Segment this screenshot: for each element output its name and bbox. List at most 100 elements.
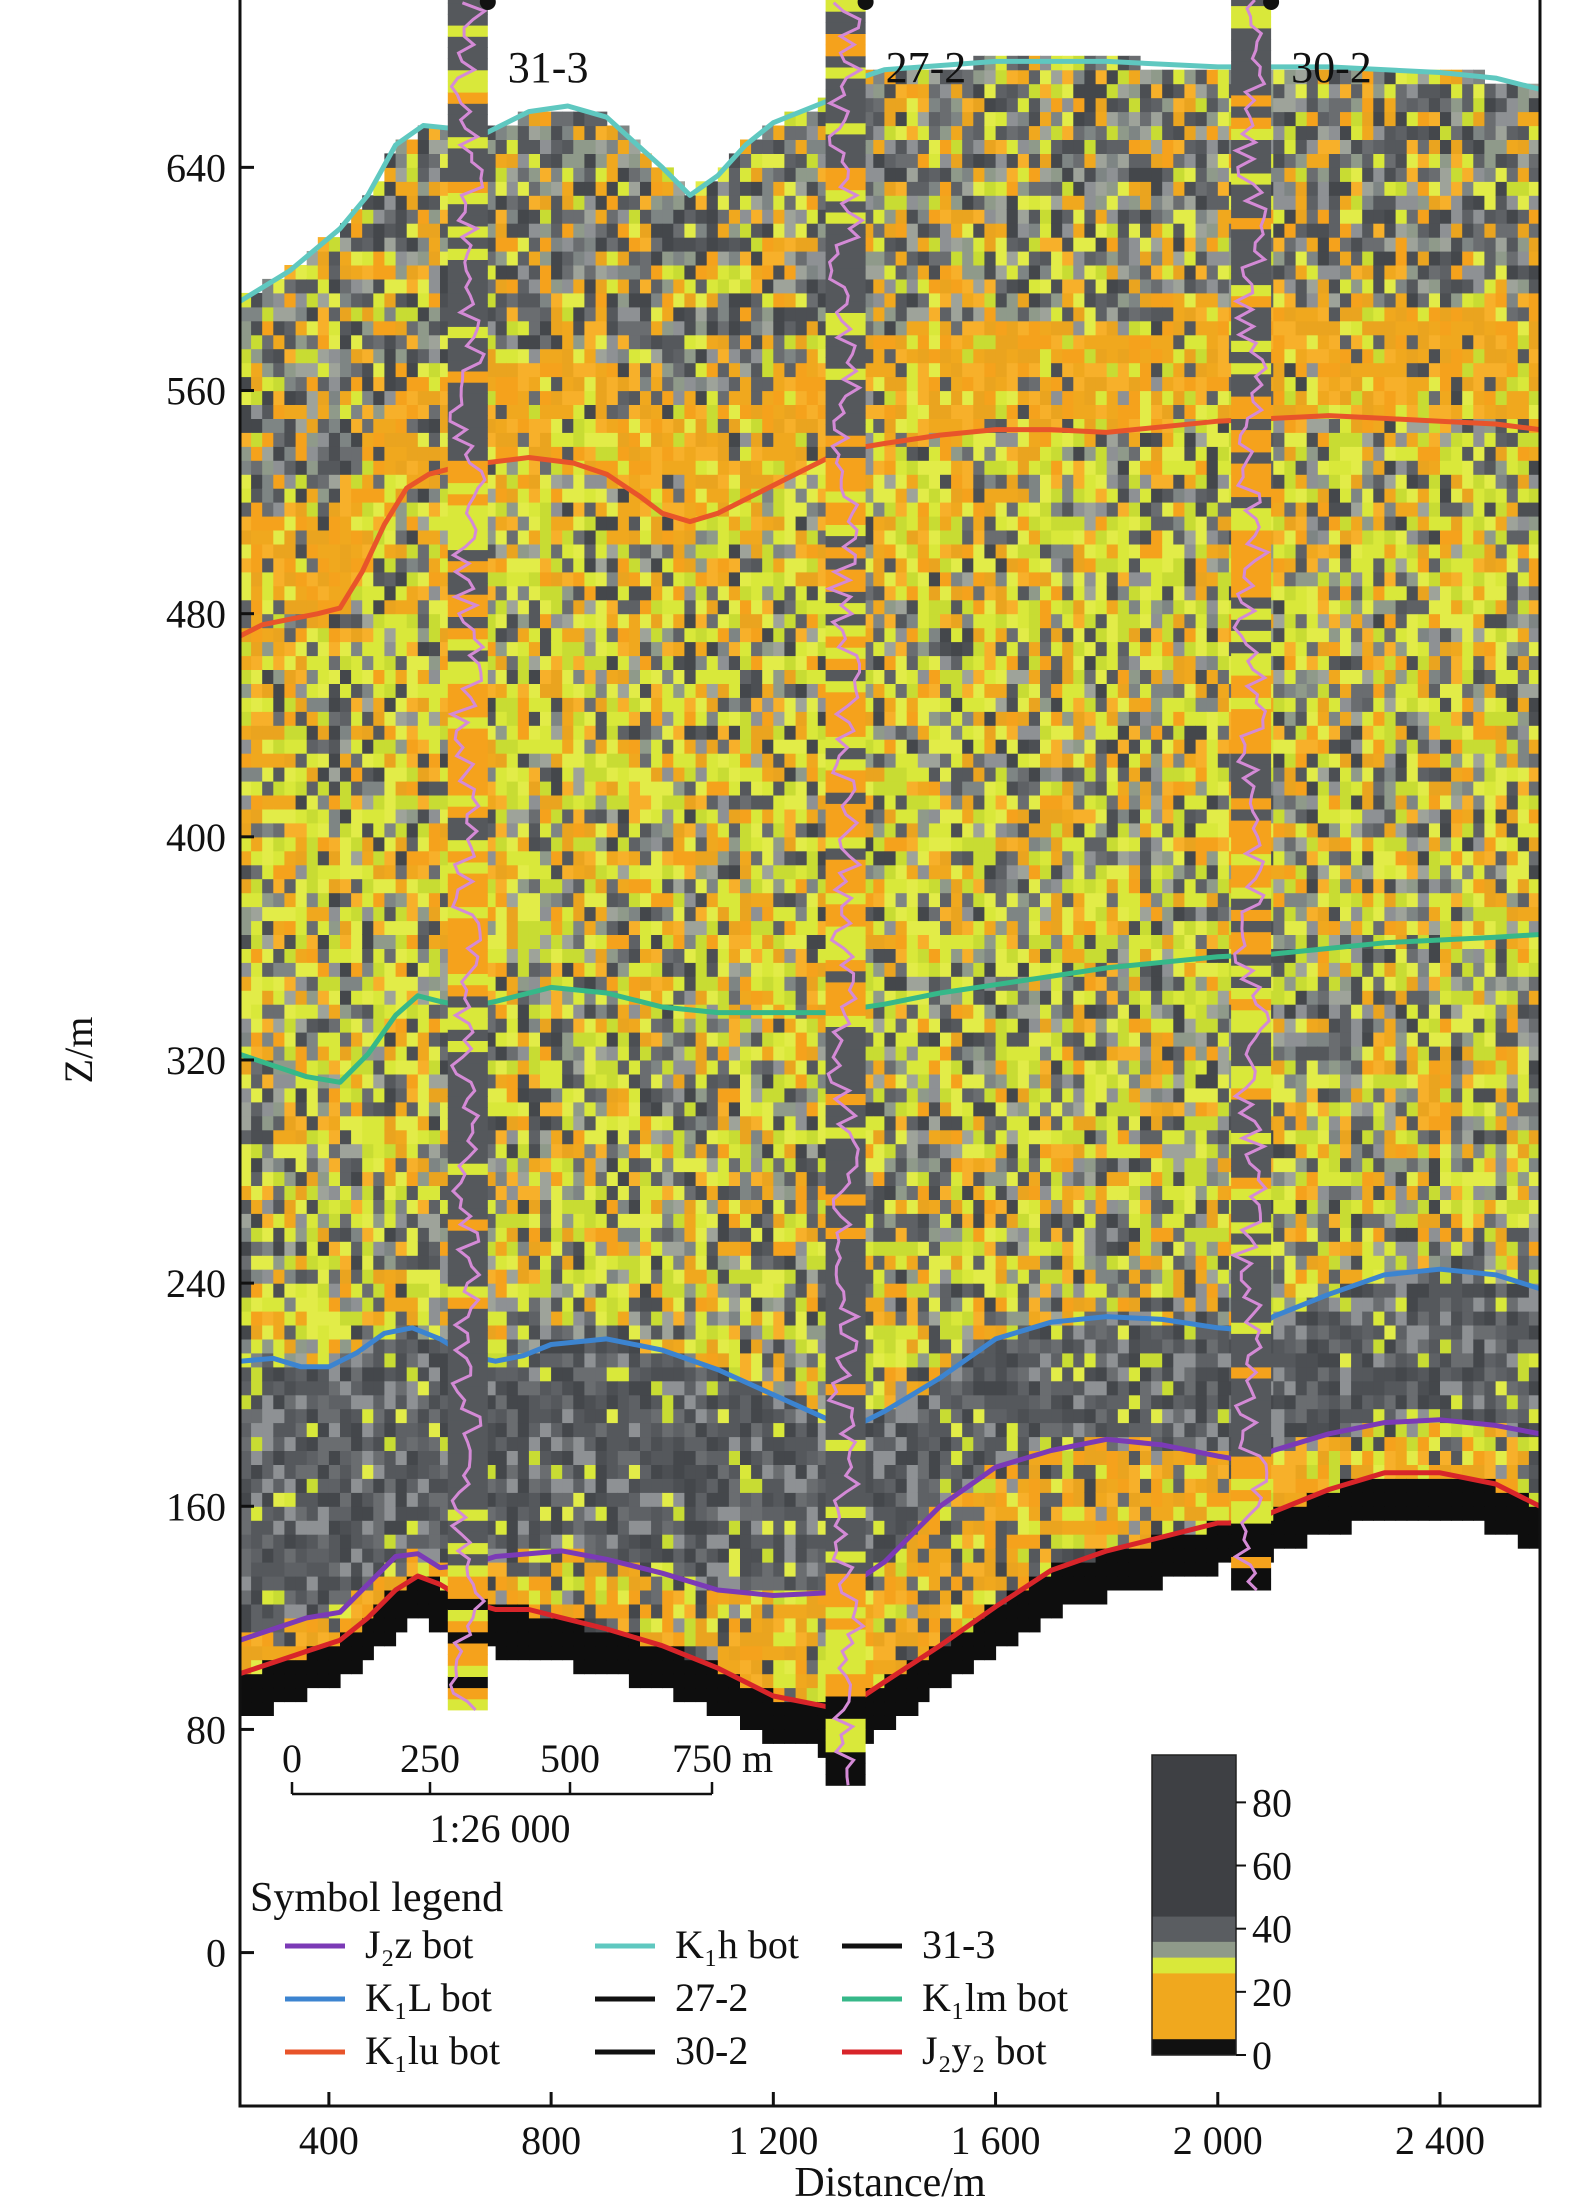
section-cell: [662, 1046, 674, 1061]
section-cell: [662, 1171, 674, 1186]
section-cell: [406, 1492, 419, 1507]
section-cell: [628, 1534, 641, 1549]
section-cell: [673, 1269, 685, 1284]
section-cell: [706, 1590, 719, 1605]
section-cell: [495, 1506, 508, 1521]
section-cell: [628, 892, 641, 908]
section-cell: [717, 1311, 730, 1326]
section-cell: [662, 585, 674, 601]
section-cell: [362, 1157, 374, 1173]
section-cell: [684, 711, 697, 726]
section-cell: [428, 1617, 441, 1633]
section-cell: [517, 320, 530, 336]
section-cell: [573, 1311, 585, 1326]
section-cell: [584, 502, 597, 517]
section-cell: [340, 795, 352, 810]
section-cell: [528, 1394, 541, 1410]
section-cell: [617, 767, 630, 782]
section-cell: [673, 585, 685, 601]
section-cell: [273, 516, 285, 531]
section-cell: [717, 1520, 730, 1535]
section-cell: [584, 320, 597, 336]
section-cell: [662, 181, 674, 196]
section-cell: [284, 557, 297, 573]
section-cell: [573, 334, 585, 350]
section-cell: [506, 1394, 519, 1410]
section-cell: [662, 934, 674, 949]
section-cell: [606, 1115, 619, 1131]
section-cell: [573, 1101, 585, 1117]
section-cell: [551, 627, 563, 643]
section-cell: [640, 1143, 652, 1159]
section-cell: [506, 376, 519, 392]
section-cell: [695, 320, 708, 336]
section-cell: [295, 1352, 308, 1368]
section-cell: [262, 962, 274, 977]
section-cell: [340, 1297, 352, 1312]
section-cell: [728, 488, 741, 503]
section-cell: [428, 223, 441, 238]
section-cell: [528, 836, 541, 852]
section-cell: [651, 822, 663, 838]
section-cell: [295, 655, 308, 670]
section-cell: [406, 1185, 419, 1200]
section-cell: [606, 418, 619, 433]
section-cell: [673, 1283, 685, 1298]
section-cell: [517, 892, 530, 908]
section-cell: [595, 237, 608, 252]
section-cell: [573, 1478, 585, 1493]
section-cell: [573, 1227, 585, 1242]
section-cell: [495, 1087, 508, 1103]
section-cell: [440, 1171, 452, 1186]
section-cell: [540, 516, 552, 531]
section-cell: [362, 613, 374, 629]
section-cell: [495, 1269, 508, 1284]
section-cell: [440, 1520, 452, 1535]
section-cell: [551, 655, 563, 670]
section-cell: [417, 418, 430, 433]
section-cell: [728, 948, 741, 963]
section-cell: [240, 962, 252, 977]
section-cell: [528, 683, 541, 698]
section-cell: [417, 1590, 430, 1605]
section-cell: [273, 1366, 285, 1382]
section-cell: [362, 1436, 374, 1451]
section-cell: [406, 892, 419, 908]
section-cell: [662, 460, 674, 475]
section-cell: [651, 1422, 663, 1438]
section-cell: [662, 1157, 674, 1173]
section-cell: [328, 1659, 341, 1675]
section-cell: [651, 1311, 663, 1326]
section-cell: [428, 781, 441, 796]
section-cell: [562, 418, 574, 433]
section-cell: [728, 1352, 741, 1368]
section-cell: [484, 530, 497, 545]
section-cell: [628, 278, 641, 294]
section-cell: [695, 1227, 708, 1242]
section-cell: [384, 1562, 397, 1577]
section-cell: [484, 1394, 497, 1410]
section-cell: [740, 1408, 752, 1424]
section-cell: [351, 948, 363, 963]
section-cell: [728, 1046, 741, 1061]
section-cell: [428, 920, 441, 935]
section-cell: [540, 725, 552, 740]
section-cell: [528, 1227, 541, 1242]
section-cell: [328, 613, 341, 629]
section-cell: [540, 934, 552, 949]
section-cell: [440, 376, 452, 392]
section-cell: [740, 739, 752, 754]
section-cell: [340, 808, 352, 824]
section-cell: [595, 516, 608, 531]
section-cell: [328, 850, 341, 866]
section-cell: [717, 237, 730, 252]
section-cell: [484, 237, 497, 252]
section-cell: [351, 739, 363, 754]
section-cell: [506, 683, 519, 698]
section-cell: [751, 1520, 763, 1535]
section-cell: [273, 1213, 285, 1228]
section-cell: [306, 599, 319, 615]
section-cell: [551, 864, 563, 880]
section-cell: [628, 348, 641, 364]
section-cell: [484, 795, 497, 810]
